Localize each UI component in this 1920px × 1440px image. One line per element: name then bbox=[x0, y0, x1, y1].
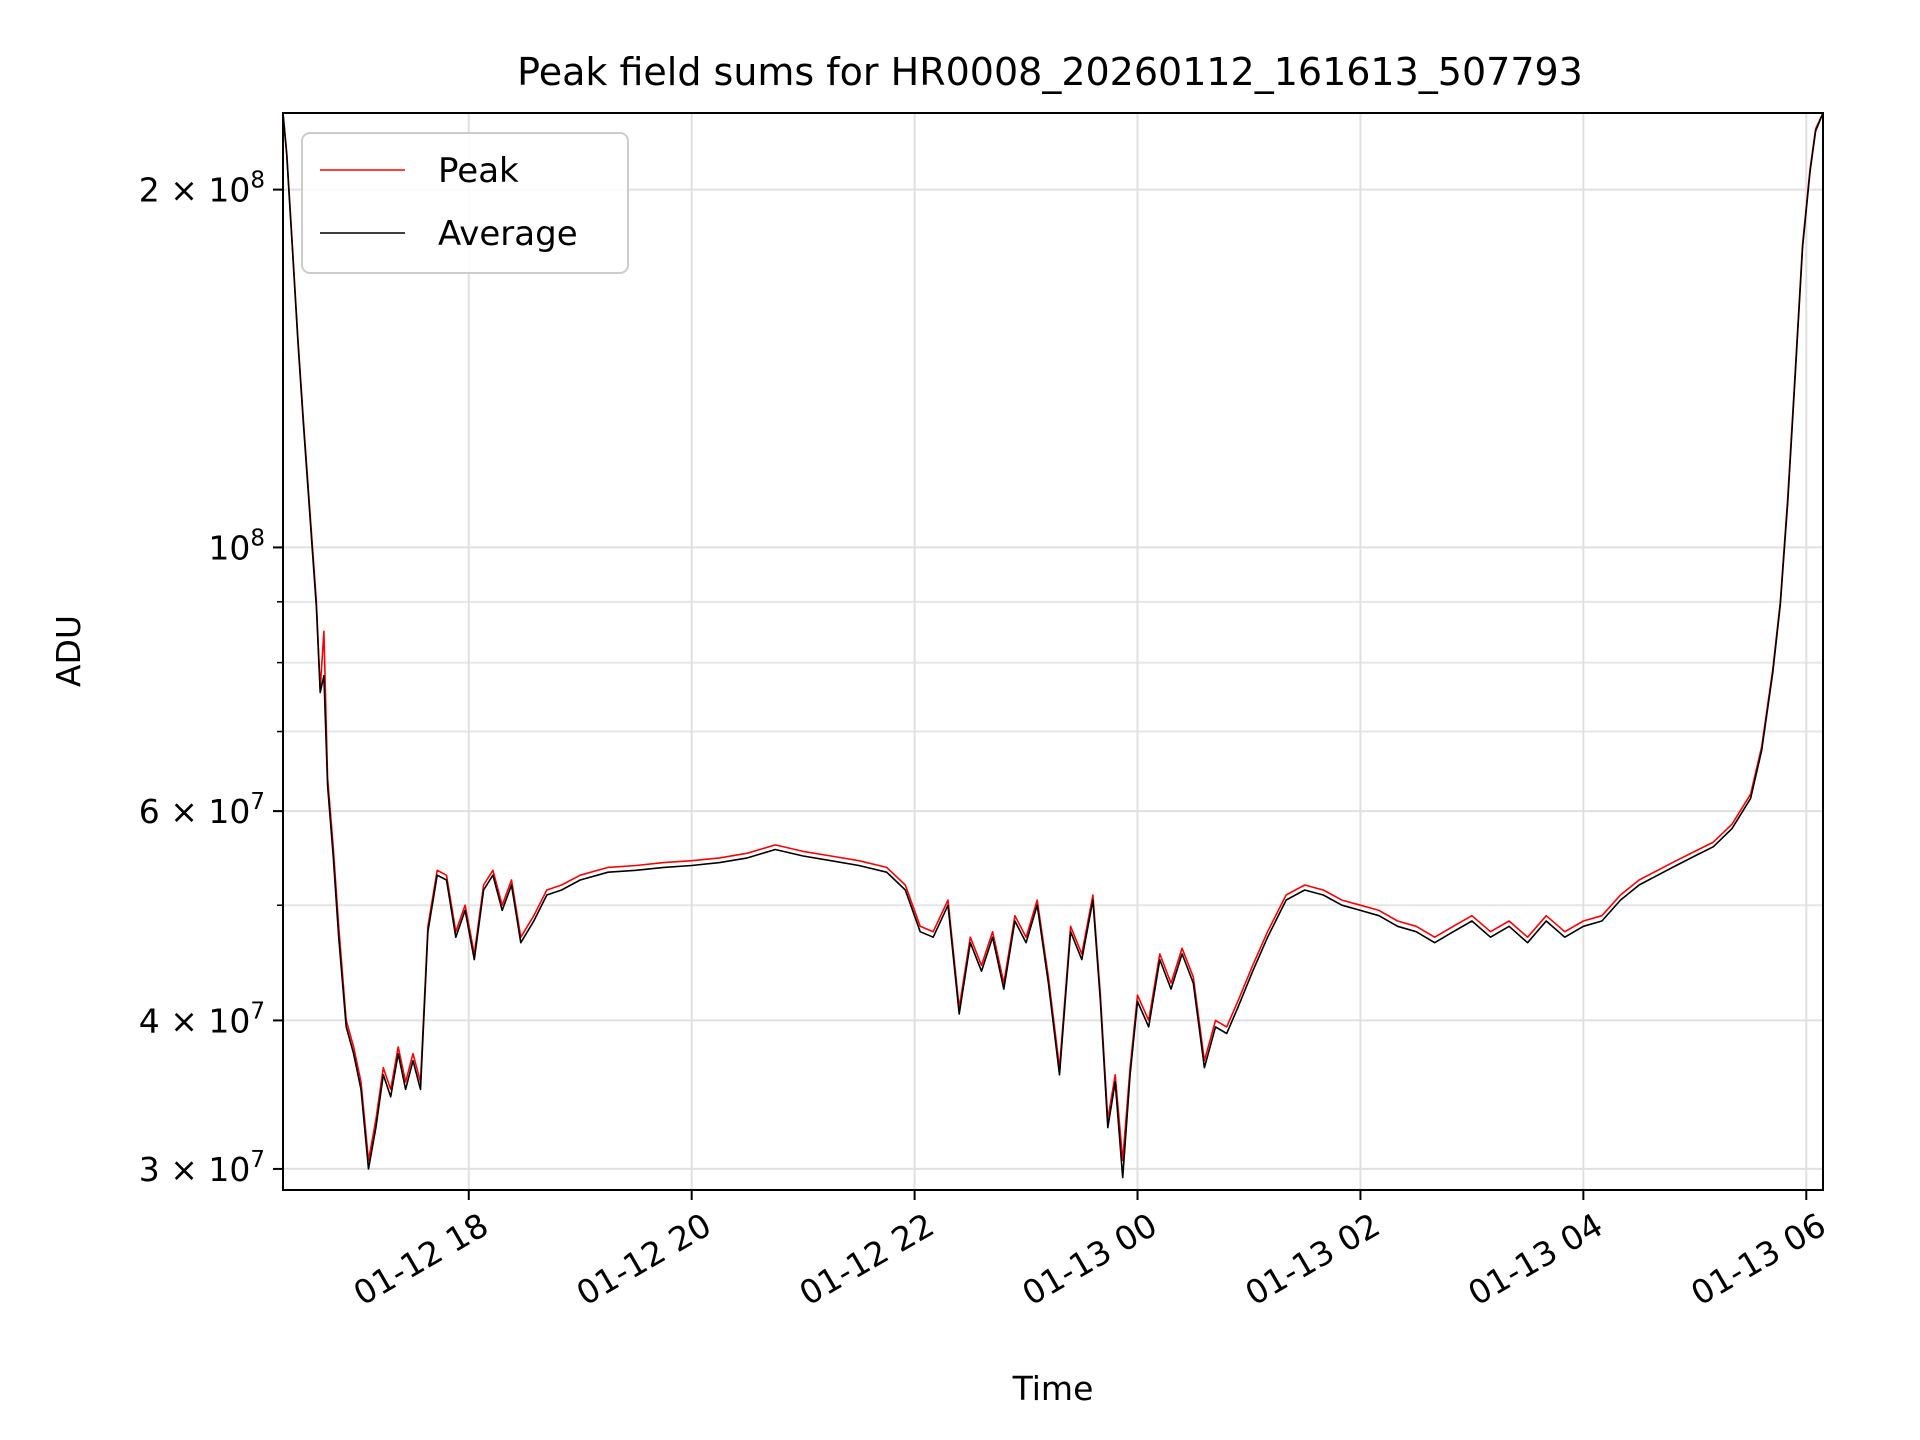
y-tick-label: 2 × 108 bbox=[139, 168, 265, 210]
legend: Peak Average bbox=[301, 132, 629, 274]
y-tick-base: 10 bbox=[208, 528, 250, 567]
y-axis-label: ADU bbox=[49, 615, 88, 687]
y-tick-base: 3 × 10 bbox=[139, 1150, 251, 1189]
y-tick-exponent: 7 bbox=[250, 998, 265, 1024]
chart-title: Peak field sums for HR0008_20260112_1616… bbox=[517, 50, 1583, 94]
y-tick-exponent: 7 bbox=[250, 1147, 265, 1173]
y-tick-exponent: 7 bbox=[250, 789, 265, 815]
series-line-peak bbox=[282, 112, 1824, 1162]
plot-frame bbox=[282, 112, 1824, 1191]
x-axis-label: Time bbox=[1012, 1369, 1094, 1408]
y-tick-label: 3 × 107 bbox=[139, 1147, 265, 1189]
y-tick-exponent: 8 bbox=[250, 525, 265, 551]
y-tick-label: 6 × 107 bbox=[139, 789, 265, 831]
y-tick-base: 4 × 10 bbox=[139, 1001, 251, 1040]
y-tick-label: 4 × 107 bbox=[139, 998, 265, 1040]
legend-label-average: Average bbox=[438, 214, 578, 254]
legend-label-peak: Peak bbox=[438, 151, 519, 191]
y-tick-base: 6 × 10 bbox=[139, 792, 251, 831]
series-lines bbox=[282, 112, 1824, 1179]
y-tick-exponent: 8 bbox=[250, 168, 265, 194]
y-tick-base: 2 × 10 bbox=[139, 171, 251, 210]
y-tick-label: 108 bbox=[208, 525, 265, 567]
legend-box bbox=[301, 132, 629, 274]
series-line-average bbox=[282, 112, 1824, 1179]
